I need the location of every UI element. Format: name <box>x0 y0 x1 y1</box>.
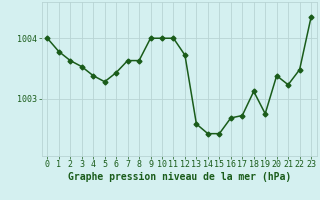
X-axis label: Graphe pression niveau de la mer (hPa): Graphe pression niveau de la mer (hPa) <box>68 172 291 182</box>
